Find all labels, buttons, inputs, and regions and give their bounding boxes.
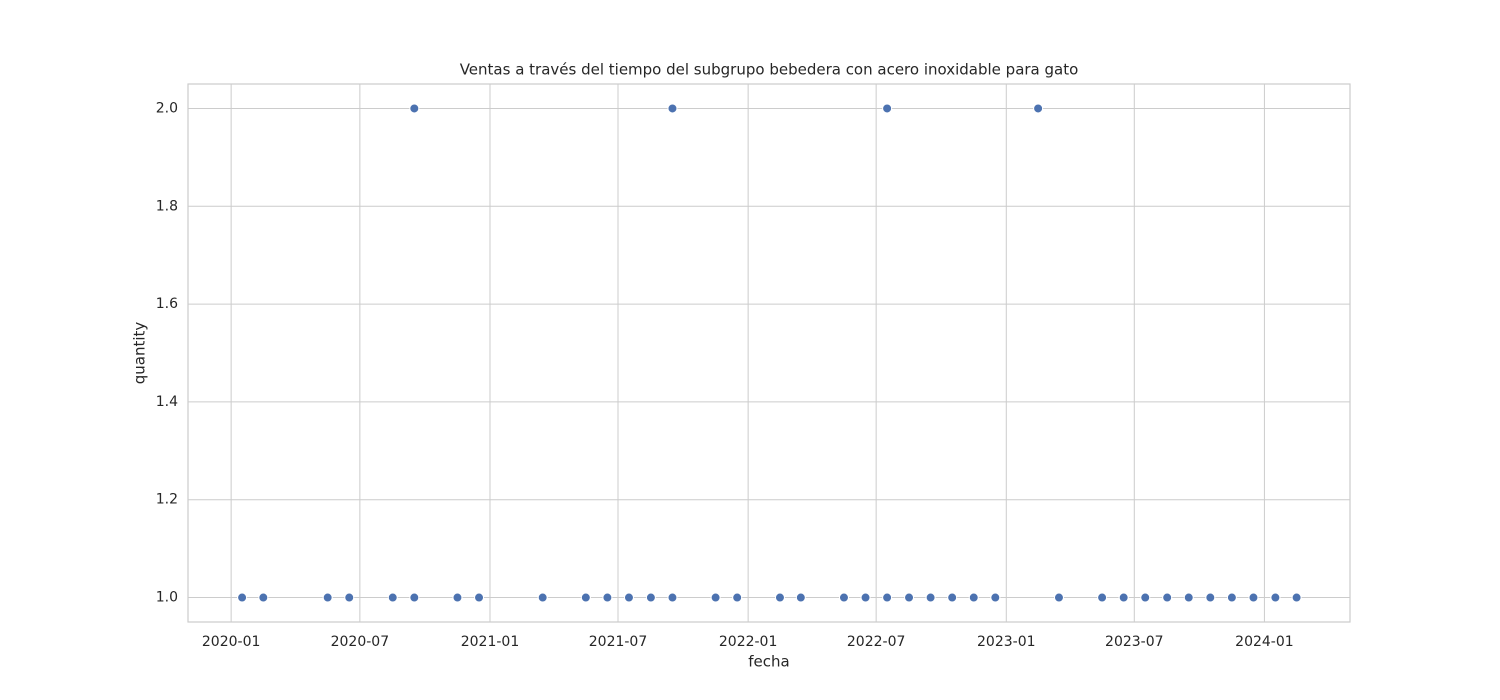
point <box>882 592 893 603</box>
y-tick-label: 1.0 <box>156 590 178 606</box>
point <box>623 592 634 603</box>
x-axis-label: fecha <box>748 653 789 671</box>
point <box>1183 592 1194 603</box>
marks <box>237 103 1302 603</box>
x-tick-label: 2020-07 <box>331 634 390 650</box>
point <box>904 592 915 603</box>
x-tick-label: 2021-07 <box>589 634 648 650</box>
point <box>387 592 398 603</box>
x-tick-label: 2022-07 <box>847 634 906 650</box>
point <box>1162 592 1173 603</box>
point <box>860 592 871 603</box>
point <box>1053 592 1064 603</box>
chart-title: Ventas a través del tiempo del subgrupo … <box>460 61 1079 79</box>
point <box>990 592 1001 603</box>
x-tick-label: 2023-07 <box>1105 634 1164 650</box>
point <box>322 592 333 603</box>
point <box>645 592 656 603</box>
x-tick-label: 2023-01 <box>977 634 1036 650</box>
y-tick-label: 1.6 <box>156 296 178 312</box>
x-tick-label: 2020-01 <box>202 634 261 650</box>
point <box>258 592 269 603</box>
point <box>602 592 613 603</box>
point <box>1118 592 1129 603</box>
y-axis-label: quantity <box>131 322 149 385</box>
point <box>667 103 678 114</box>
x-tick-label: 2021-01 <box>461 634 520 650</box>
point <box>774 592 785 603</box>
point <box>1097 592 1108 603</box>
point <box>667 592 678 603</box>
point <box>237 592 248 603</box>
x-tick-label: 2022-01 <box>719 634 778 650</box>
point <box>947 592 958 603</box>
x-tick-label: 2024-01 <box>1235 634 1294 650</box>
point <box>409 592 420 603</box>
point <box>409 103 420 114</box>
y-tick-label: 1.4 <box>156 394 178 410</box>
grid <box>188 84 1350 622</box>
point <box>882 103 893 114</box>
point <box>1291 592 1302 603</box>
y-tick-label: 1.2 <box>156 492 178 508</box>
point <box>968 592 979 603</box>
point <box>1140 592 1151 603</box>
point <box>925 592 936 603</box>
point <box>732 592 743 603</box>
point <box>344 592 355 603</box>
point <box>580 592 591 603</box>
point <box>710 592 721 603</box>
point <box>1205 592 1216 603</box>
y-tick-label: 2.0 <box>156 100 178 116</box>
point <box>537 592 548 603</box>
point <box>1226 592 1237 603</box>
point <box>452 592 463 603</box>
point <box>1270 592 1281 603</box>
point <box>1033 103 1044 114</box>
point <box>838 592 849 603</box>
y-tick-label: 1.8 <box>156 198 178 214</box>
point <box>474 592 485 603</box>
point <box>1248 592 1259 603</box>
plot-frame <box>187 83 1351 623</box>
point <box>795 592 806 603</box>
